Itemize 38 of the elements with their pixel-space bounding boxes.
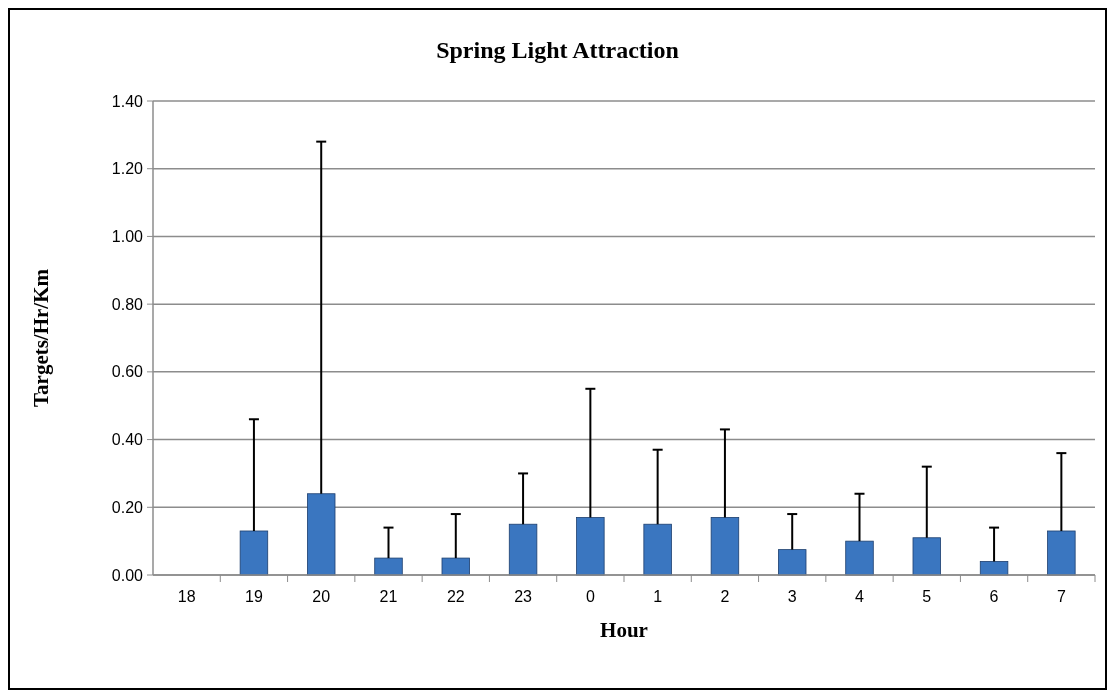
bar — [912, 537, 941, 576]
y-tick-label: 1.20 — [111, 160, 144, 178]
x-tick-label: 2 — [720, 588, 730, 605]
x-tick-label: 0 — [585, 588, 595, 605]
bar — [845, 540, 874, 576]
bar — [508, 523, 538, 576]
x-tick-label: 6 — [989, 588, 999, 605]
x-tick-label: 4 — [855, 588, 865, 605]
x-tick-label: 5 — [922, 588, 932, 605]
y-tick-label: 0.40 — [111, 431, 144, 449]
bar — [307, 493, 336, 576]
y-tick-label: 0.20 — [111, 498, 144, 516]
bar — [1047, 530, 1076, 576]
y-axis-title: Targets/Hr/Km — [29, 268, 53, 408]
y-tick-label: 1.00 — [111, 228, 144, 246]
bar — [239, 530, 269, 576]
bar — [441, 557, 470, 576]
x-tick-label: 22 — [446, 588, 465, 605]
bar — [643, 523, 672, 576]
x-tick-label: 23 — [514, 588, 533, 605]
y-tick-label: 0.80 — [111, 295, 144, 313]
bar — [374, 557, 403, 576]
bar — [979, 561, 1009, 576]
x-tick-label: 19 — [245, 588, 263, 605]
y-tick-label: 0.00 — [111, 566, 144, 584]
x-tick-label: 18 — [177, 588, 196, 605]
x-tick-label: 7 — [1056, 588, 1066, 605]
y-tick-label: 0.60 — [111, 363, 144, 381]
bar — [710, 517, 740, 576]
y-tick-label: 1.40 — [111, 92, 144, 110]
x-tick-label: 20 — [312, 588, 331, 605]
x-tick-label: 21 — [379, 588, 398, 605]
x-axis-title: Hour — [600, 618, 648, 642]
x-tick-label: 3 — [787, 588, 797, 605]
bar — [576, 517, 605, 576]
chart-title: Spring Light Attraction — [436, 37, 679, 63]
bar — [778, 549, 807, 576]
x-tick-label: 1 — [653, 588, 663, 605]
